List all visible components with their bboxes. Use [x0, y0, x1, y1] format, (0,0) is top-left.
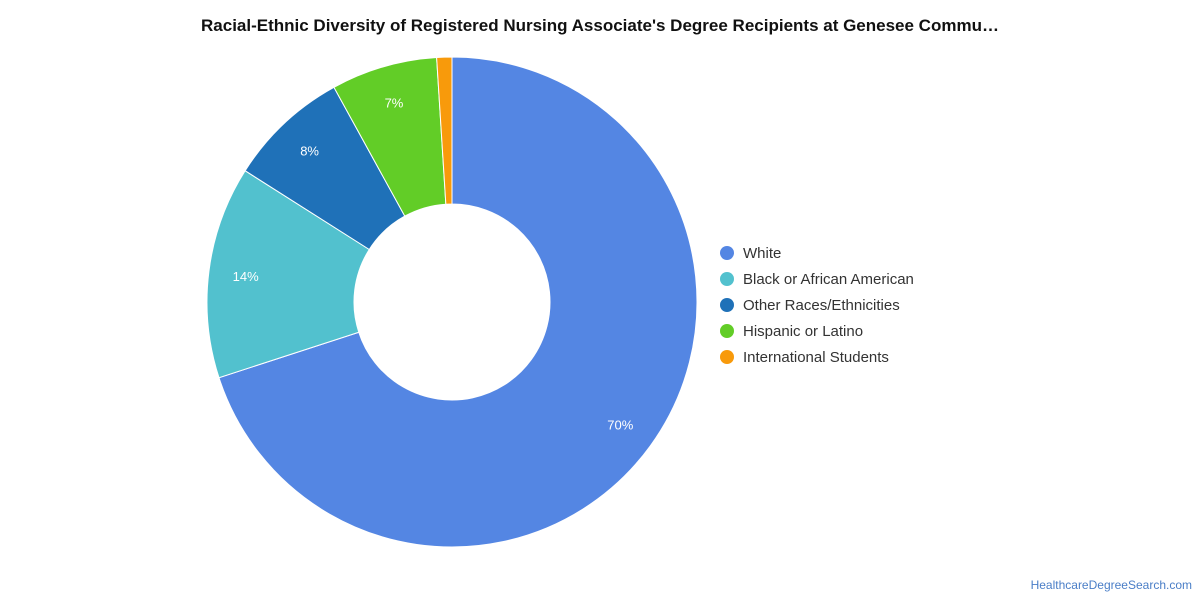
slice-label-black-or-african-american: 14% [233, 269, 259, 284]
source-link[interactable]: HealthcareDegreeSearch.com [1030, 578, 1192, 592]
legend-label: Hispanic or Latino [743, 322, 864, 340]
chart-title: Racial-Ethnic Diversity of Registered Nu… [201, 16, 999, 35]
legend-marker [720, 350, 734, 364]
legend-label: Other Races/Ethnicities [743, 296, 900, 314]
legend-marker [720, 324, 734, 338]
legend-item-white[interactable]: White [720, 240, 914, 266]
legend-item-international-students[interactable]: International Students [720, 344, 914, 370]
slice-label-white: 70% [607, 417, 633, 432]
legend-label: White [743, 244, 782, 262]
legend-item-other-races-ethnicities[interactable]: Other Races/Ethnicities [720, 292, 914, 318]
legend-item-black-or-african-american[interactable]: Black or African American [720, 266, 914, 292]
legend-label: Black or African American [743, 270, 914, 288]
legend-label: International Students [743, 348, 889, 366]
legend-marker [720, 298, 734, 312]
slice-label-hispanic-or-latino: 7% [385, 95, 404, 110]
legend-marker [720, 272, 734, 286]
slice-international-students[interactable] [436, 56, 453, 205]
legend-marker [720, 246, 734, 260]
chart-legend: White Black or African American Other Race… [720, 240, 914, 370]
legend-item-hispanic-or-latino[interactable]: Hispanic or Latino [720, 318, 914, 344]
slice-black-or-african-american[interactable] [206, 170, 370, 379]
slice-white[interactable] [218, 56, 698, 548]
slice-label-other-races-ethnicities: 8% [300, 143, 319, 158]
